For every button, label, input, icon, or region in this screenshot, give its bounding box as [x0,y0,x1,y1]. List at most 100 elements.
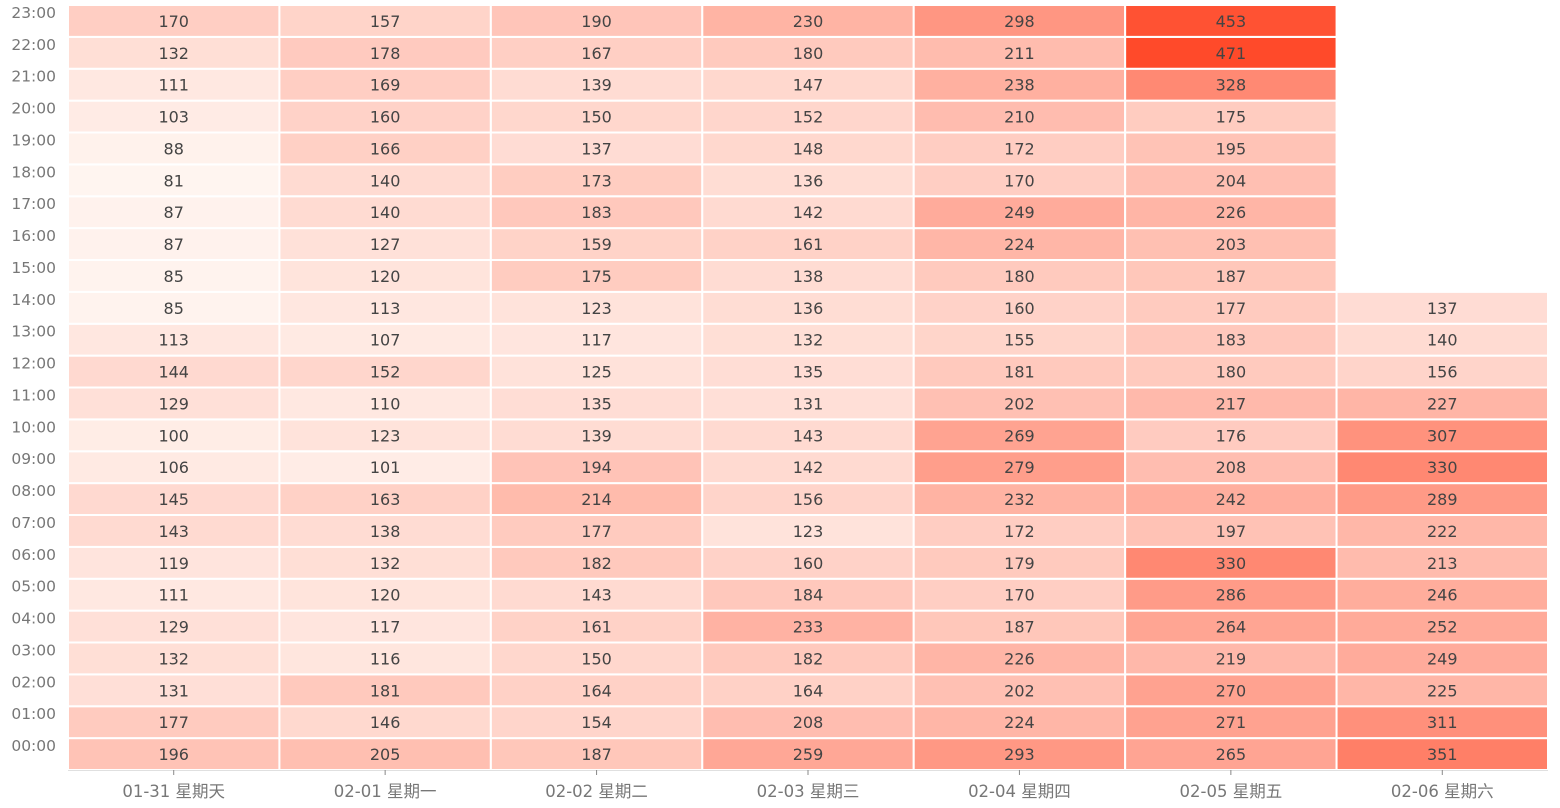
heatmap-cell[interactable] [1124,386,1338,421]
heatmap-cell[interactable] [1124,163,1338,198]
heatmap-cell[interactable] [278,4,492,38]
heatmap-cell[interactable] [1124,322,1338,357]
heatmap-cell[interactable] [912,482,1127,516]
heatmap-cell[interactable] [278,641,492,676]
heatmap-cell[interactable] [67,482,281,516]
cell-value-label: 166 [370,139,401,158]
heatmap-cell[interactable] [1124,195,1338,230]
heatmap-cell[interactable] [67,705,281,740]
heatmap-cell[interactable] [489,609,704,644]
heatmap-cell[interactable] [67,354,281,389]
heatmap-cell[interactable] [701,705,915,740]
heatmap-cell[interactable] [278,227,492,261]
heatmap-cell[interactable] [489,545,704,580]
heatmap-cell[interactable] [912,290,1127,325]
heatmap-cell[interactable] [1335,482,1549,516]
heatmap-cell[interactable] [701,163,915,198]
heatmap-cell[interactable] [1124,545,1338,580]
heatmap-cell[interactable] [1335,705,1549,740]
heatmap-cell[interactable] [701,4,915,38]
heatmap-cell[interactable] [1124,673,1338,708]
heatmap-cell[interactable] [701,131,915,166]
heatmap-cell[interactable] [67,450,281,485]
heatmap-cell[interactable] [278,322,492,357]
heatmap-cell[interactable] [67,577,281,612]
heatmap-cell[interactable] [67,163,281,198]
heatmap-cell[interactable] [489,4,704,38]
cell-value-label: 211 [1004,44,1035,63]
heatmap-cell[interactable] [1124,67,1338,102]
heatmap-cell[interactable] [1124,737,1338,771]
heatmap-cell[interactable] [67,259,281,293]
heatmap-cell[interactable] [912,67,1127,102]
heatmap-cell[interactable] [912,131,1127,166]
heatmap-cell[interactable] [278,35,492,70]
heatmap-cell[interactable] [489,737,704,771]
heatmap-cell[interactable] [701,67,915,102]
cell-value-label: 170 [1004,171,1035,190]
cell-value-label: 181 [370,681,401,700]
heatmap-cell[interactable] [1335,450,1549,485]
y-tick-label: 00:00 [11,737,56,755]
heatmap-cell[interactable] [1124,259,1338,293]
heatmap-cell[interactable] [1124,577,1338,612]
heatmap-cell[interactable] [1335,386,1549,421]
heatmap-cell[interactable] [489,705,704,740]
heatmap-cell[interactable] [701,609,915,644]
heatmap-cell[interactable] [278,450,492,485]
heatmap-cell[interactable] [489,99,704,134]
heatmap-cell[interactable] [489,195,704,230]
heatmap-cell[interactable] [701,35,915,70]
heatmap-cell[interactable] [278,418,492,453]
heatmap-cell[interactable] [67,737,281,771]
heatmap-cell[interactable] [1335,737,1549,771]
heatmap-cell[interactable] [1335,641,1549,676]
heatmap-cell[interactable] [701,322,915,357]
heatmap-cell[interactable] [1124,4,1338,38]
heatmap-cell[interactable] [912,418,1127,453]
heatmap-cell[interactable] [701,227,915,261]
heatmap-cell[interactable] [701,641,915,676]
heatmap-cell[interactable] [701,673,915,708]
heatmap-cell[interactable] [912,4,1127,38]
heatmap-cell[interactable] [912,322,1127,357]
heatmap-cell[interactable] [701,290,915,325]
heatmap-cell[interactable] [489,131,704,166]
heatmap-cell[interactable] [1335,577,1549,612]
heatmap-cell[interactable] [278,673,492,708]
heatmap-cell[interactable] [912,673,1127,708]
heatmap-cell[interactable] [912,163,1127,198]
heatmap-cell[interactable] [1124,450,1338,485]
cell-value-label: 135 [581,394,612,413]
heatmap-cell[interactable] [1124,705,1338,740]
heatmap-cell[interactable] [489,386,704,421]
heatmap-cell[interactable] [67,131,281,166]
heatmap-cell[interactable] [67,514,281,548]
heatmap-cell[interactable] [67,227,281,261]
heatmap-cell[interactable] [701,482,915,516]
heatmap-cell[interactable] [489,577,704,612]
heatmap-cell[interactable] [912,386,1127,421]
heatmap-cell[interactable] [912,577,1127,612]
heatmap-cell[interactable] [1335,290,1549,325]
heatmap-cell[interactable] [912,514,1127,548]
heatmap-cell[interactable] [1335,418,1549,453]
heatmap-cell[interactable] [67,35,281,70]
heatmap-cell[interactable] [278,195,492,230]
heatmap-cell[interactable] [67,386,281,421]
heatmap-cell[interactable] [489,322,704,357]
heatmap-cell[interactable] [489,418,704,453]
heatmap-cell[interactable] [278,386,492,421]
heatmap-cell[interactable] [701,99,915,134]
heatmap-cell[interactable] [278,99,492,134]
heatmap-cell[interactable] [489,482,704,516]
heatmap-cell[interactable] [278,609,492,644]
heatmap-cell[interactable] [67,545,281,580]
heatmap-cell[interactable] [1124,99,1338,134]
heatmap-cell[interactable] [912,705,1127,740]
heatmap-cell[interactable] [912,545,1127,580]
heatmap-cell[interactable] [1335,673,1549,708]
heatmap-cell[interactable] [489,354,704,389]
heatmap-cell[interactable] [1124,514,1338,548]
heatmap-cell[interactable] [912,737,1127,771]
